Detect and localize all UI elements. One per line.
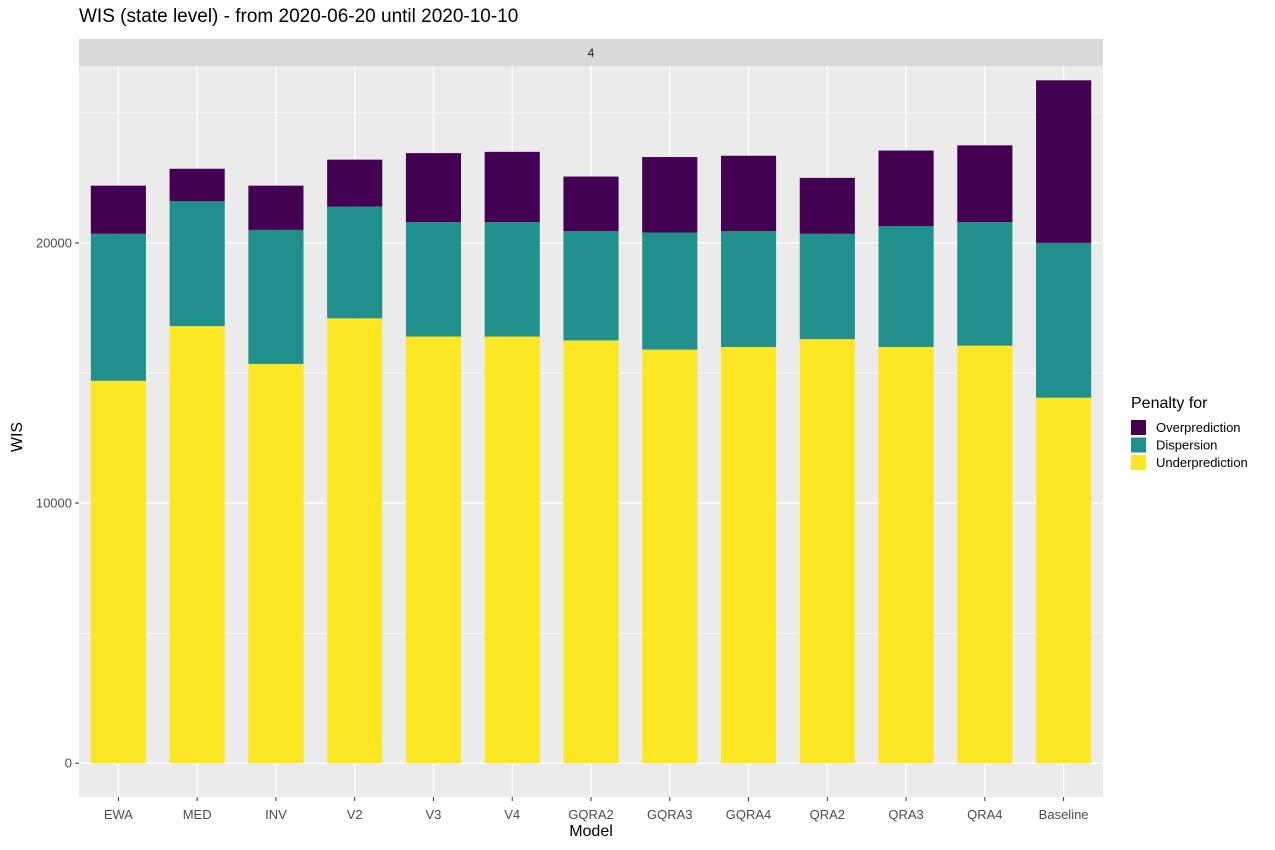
facet-strip-label: 4 xyxy=(588,46,595,60)
bar-overprediction-med xyxy=(170,169,225,202)
x-tick-label: INV xyxy=(265,807,287,822)
bar-overprediction-v4 xyxy=(485,152,540,222)
legend-label-underprediction: Underprediction xyxy=(1156,455,1248,470)
bar-dispersion-med xyxy=(170,201,225,326)
bar-dispersion-v4 xyxy=(485,222,540,336)
x-tick-label: GQRA4 xyxy=(726,807,772,822)
bar-underprediction-qra4 xyxy=(957,346,1012,764)
bar-dispersion-v3 xyxy=(406,222,461,336)
bar-dispersion-ewa xyxy=(91,234,146,381)
x-tick-label: QRA4 xyxy=(967,807,1002,822)
bar-overprediction-v2 xyxy=(327,160,382,207)
legend-title: Penalty for xyxy=(1131,395,1208,412)
bar-underprediction-inv xyxy=(248,364,303,763)
bar-dispersion-gqra3 xyxy=(642,232,697,349)
bar-dispersion-qra2 xyxy=(800,234,855,339)
x-tick-label: QRA3 xyxy=(888,807,923,822)
bar-dispersion-qra4 xyxy=(957,222,1012,346)
bar-underprediction-baseline xyxy=(1036,398,1091,764)
bar-overprediction-v3 xyxy=(406,153,461,222)
x-tick-label: MED xyxy=(183,807,212,822)
bar-dispersion-baseline xyxy=(1036,243,1091,398)
bar-underprediction-gqra2 xyxy=(563,340,618,763)
y-axis-ticks: 0 10000 20000 xyxy=(36,235,79,770)
bar-overprediction-qra4 xyxy=(957,145,1012,222)
x-tick-label: GQRA3 xyxy=(647,807,693,822)
legend: Penalty for Overprediction Dispersion Unde… xyxy=(1131,395,1248,470)
x-tick-label: V3 xyxy=(426,807,442,822)
bar-overprediction-baseline xyxy=(1036,80,1091,243)
bar-underprediction-gqra3 xyxy=(642,350,697,764)
legend-items: Overprediction Dispersion Underprediction xyxy=(1131,420,1248,470)
bar-dispersion-gqra4 xyxy=(721,231,776,347)
bar-dispersion-gqra2 xyxy=(563,231,618,340)
legend-swatch-dispersion xyxy=(1131,438,1146,453)
bar-overprediction-inv xyxy=(248,186,303,230)
x-axis-ticks: EWA MED INV V2 V3 V4 GQRA2 GQRA3 GQRA4 QRA2 QRA3 QR… xyxy=(104,797,1089,822)
legend-label-dispersion: Dispersion xyxy=(1156,438,1217,453)
bar-overprediction-gqra3 xyxy=(642,157,697,232)
x-tick-label: Baseline xyxy=(1039,807,1089,822)
bar-underprediction-qra3 xyxy=(879,347,934,763)
x-tick-label: EWA xyxy=(104,807,133,822)
bar-dispersion-qra3 xyxy=(879,226,934,347)
bar-dispersion-v2 xyxy=(327,206,382,318)
x-tick-label: QRA2 xyxy=(810,807,845,822)
bar-underprediction-med xyxy=(170,326,225,763)
legend-label-overprediction: Overprediction xyxy=(1156,420,1241,435)
x-tick-label: V2 xyxy=(347,807,363,822)
bar-dispersion-inv xyxy=(248,230,303,364)
legend-swatch-underprediction xyxy=(1131,455,1146,470)
bar-overprediction-qra3 xyxy=(879,151,934,226)
bar-overprediction-ewa xyxy=(91,186,146,234)
bar-underprediction-v4 xyxy=(485,337,540,764)
y-tick-label: 10000 xyxy=(36,496,72,511)
bar-overprediction-gqra2 xyxy=(563,177,618,232)
bar-underprediction-ewa xyxy=(91,381,146,763)
bar-underprediction-v3 xyxy=(406,337,461,764)
x-tick-label: V4 xyxy=(504,807,520,822)
y-tick-label: 0 xyxy=(65,756,72,771)
bar-overprediction-gqra4 xyxy=(721,156,776,231)
bar-underprediction-gqra4 xyxy=(721,347,776,763)
bar-underprediction-qra2 xyxy=(800,339,855,763)
y-tick-label: 20000 xyxy=(36,235,72,250)
x-tick-label: GQRA2 xyxy=(568,807,614,822)
y-axis-title: WIS xyxy=(9,422,26,452)
bar-underprediction-v2 xyxy=(327,318,382,763)
legend-swatch-overprediction xyxy=(1131,420,1146,435)
bar-overprediction-qra2 xyxy=(800,178,855,234)
x-axis-title: Model xyxy=(569,823,613,840)
